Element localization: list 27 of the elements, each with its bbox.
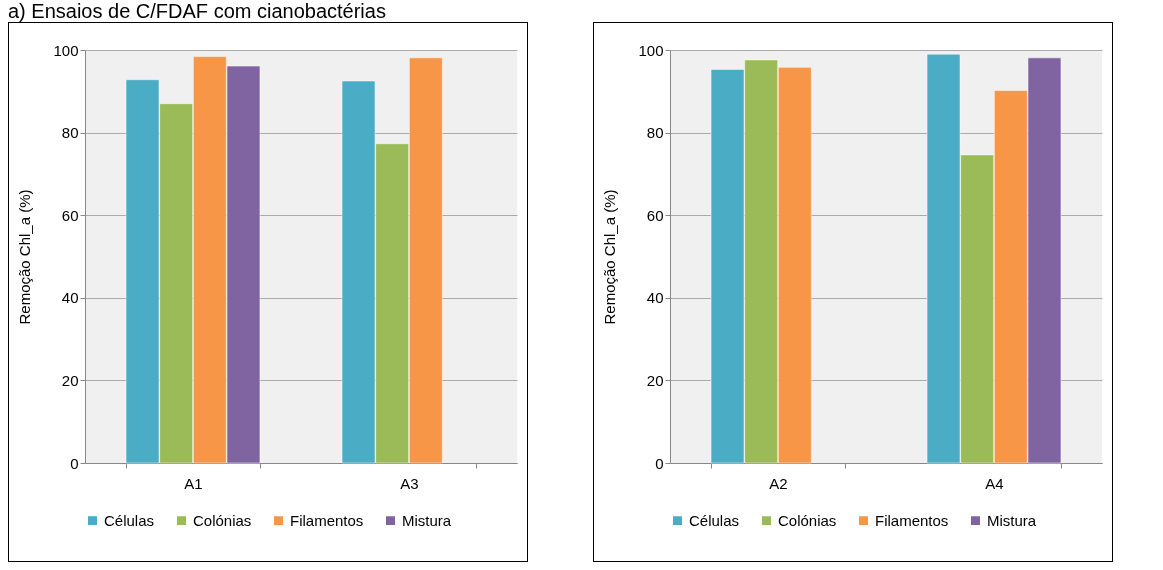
legend-label: Colónias <box>778 511 837 529</box>
y-tick-label: 0 <box>70 454 79 472</box>
legend-label: Células <box>104 511 155 529</box>
y-tick-label: 20 <box>646 371 664 389</box>
y-tick-label: 40 <box>61 289 79 307</box>
chart-title: a) Ensaios de C/FDAF com cianobactérias <box>8 0 387 22</box>
x-tick-label: A2 <box>769 474 788 492</box>
x-tick-label: A4 <box>985 474 1004 492</box>
legend-label: Colónias <box>193 511 252 529</box>
legend-label: Células <box>689 511 740 529</box>
y-tick-label: 100 <box>638 41 664 59</box>
y-tick-label: 80 <box>61 124 79 142</box>
y-axis-title: Remoção Chl_a (%) <box>601 189 619 325</box>
y-axis-title: Remoção Chl_a (%) <box>16 189 34 325</box>
y-tick-label: 20 <box>61 371 79 389</box>
y-tick-label: 60 <box>61 206 79 224</box>
y-tick-label: 60 <box>646 206 664 224</box>
x-tick-label: A1 <box>184 474 203 492</box>
legend-label: Filamentos <box>290 511 364 529</box>
legend-label: Mistura <box>402 511 452 529</box>
legend-label: Filamentos <box>875 511 949 529</box>
legend-label: Mistura <box>987 511 1037 529</box>
x-tick-label: A3 <box>400 474 419 492</box>
y-tick-label: 0 <box>655 454 664 472</box>
y-tick-label: 80 <box>646 124 664 142</box>
y-tick-label: 40 <box>646 289 664 307</box>
y-tick-label: 100 <box>53 41 79 59</box>
